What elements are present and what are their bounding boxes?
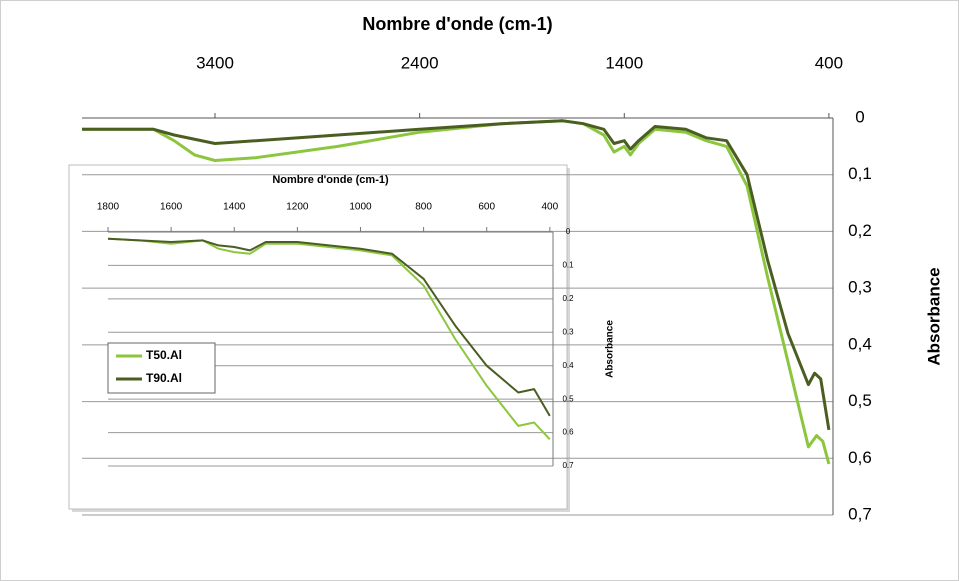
series-line [107,237,551,417]
y-tick-label: 0.7 [562,461,574,470]
x-tick-label: 400 [542,202,559,213]
y-tick-label: 0.4 [562,361,574,370]
y-tick-label: 0,4 [848,334,872,353]
series-line [82,119,831,431]
y-tick-label: 0,1 [848,164,872,183]
y-tick-label: 0 [566,227,571,236]
y-tick-label: 0 [855,107,864,126]
legend-label: T90.Al [146,371,182,385]
x-tick-label: 1600 [160,202,183,213]
x-tick-label: 2400 [401,53,439,72]
y-tick-label: 0,2 [848,221,872,240]
y-axis-label: Absorbance [924,267,943,365]
x-tick-label: 1400 [605,53,643,72]
chart-title: Nombre d'onde (cm-1) [362,14,552,34]
x-tick-label: 400 [815,53,843,72]
y-tick-label: 0,3 [848,278,872,297]
y-tick-label: 0,6 [848,448,872,467]
inset-frame [68,164,568,510]
y-tick-label: 0.5 [562,394,574,403]
legend-label: T50.Al [146,348,182,362]
x-tick-label: 1800 [97,202,120,213]
chart-title: Nombre d'onde (cm-1) [272,174,389,186]
y-tick-label: 0,7 [848,504,872,523]
x-tick-label: 1000 [349,202,372,213]
y-tick-label: 0.1 [562,261,574,270]
x-tick-label: 1200 [286,202,309,213]
x-tick-label: 1400 [223,202,246,213]
y-tick-label: 0,5 [848,391,872,410]
x-tick-label: 800 [415,202,432,213]
legend-box [107,342,216,394]
y-tick-label: 0.6 [562,428,574,437]
y-tick-label: 0.3 [562,327,574,336]
x-tick-label: 600 [478,202,495,213]
x-tick-label: 3400 [196,53,234,72]
series-line [82,119,831,465]
y-tick-label: 0.2 [562,294,574,303]
y-axis-label: Absorbance [605,320,616,378]
